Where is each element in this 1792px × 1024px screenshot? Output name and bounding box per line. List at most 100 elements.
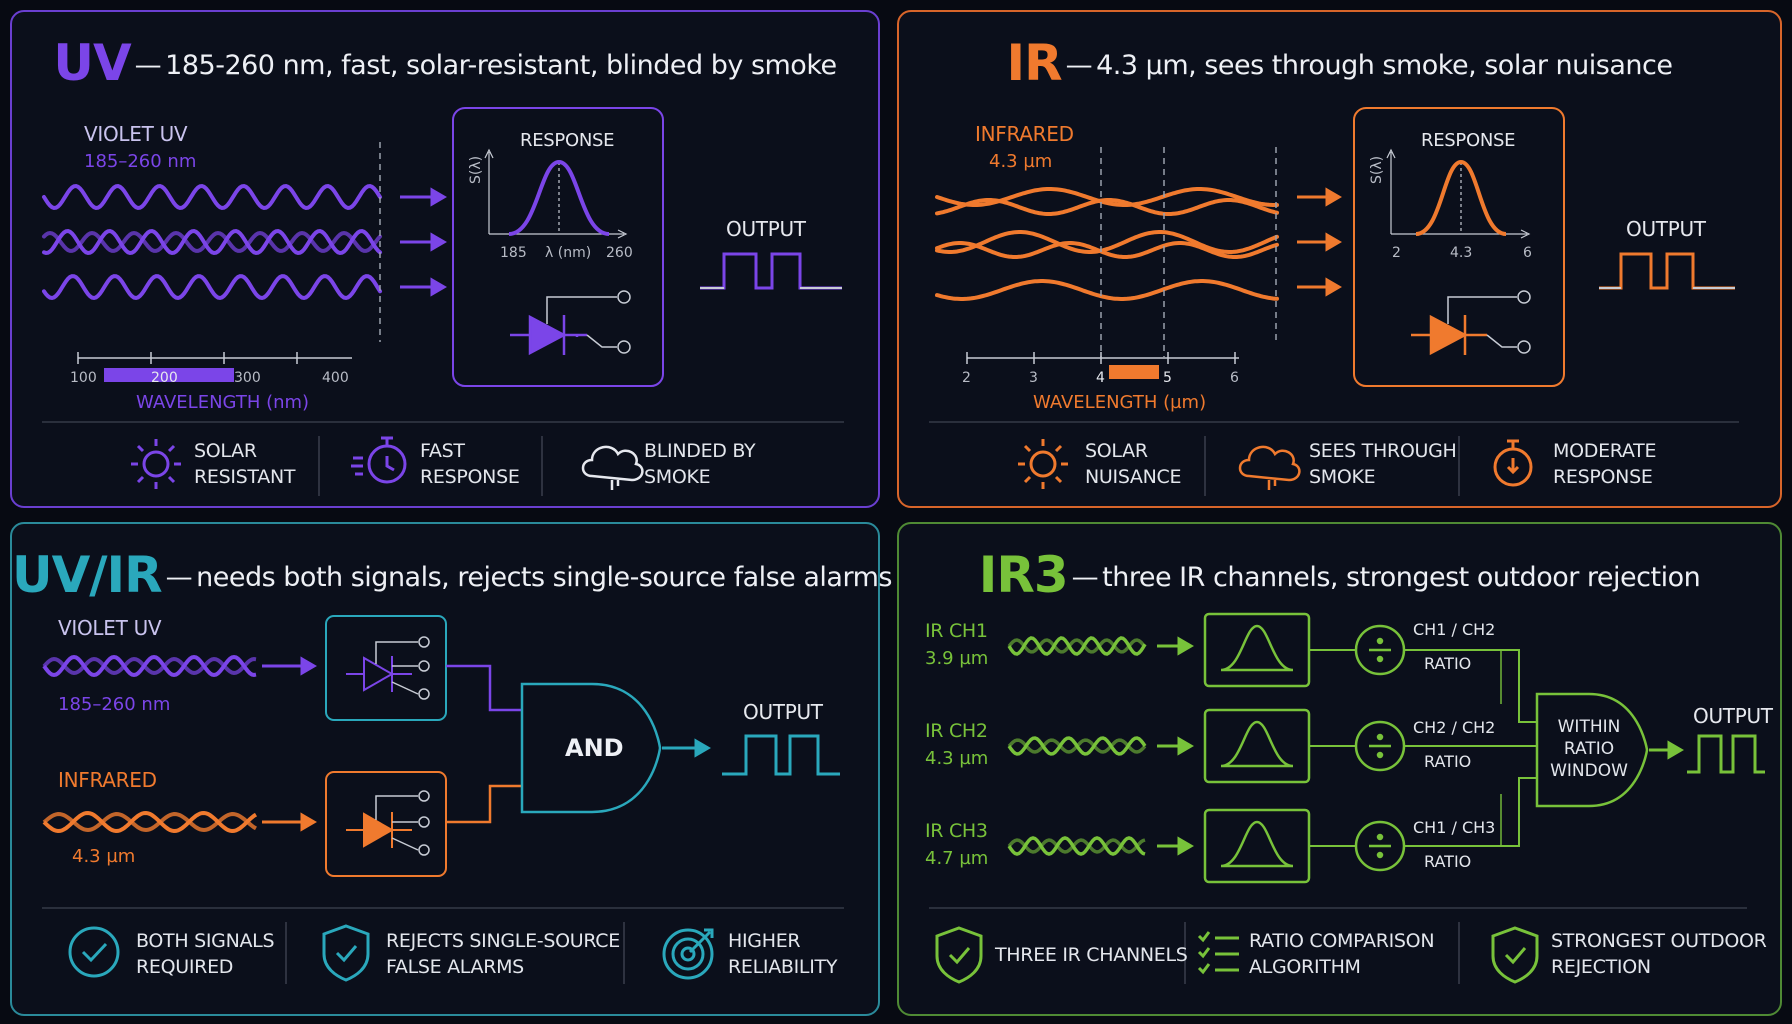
cloud-icon bbox=[581, 445, 644, 490]
ir3-panel: IR3— three IR channels, strongest outdoor… bbox=[897, 522, 1782, 1016]
uvir-ir-detector-box bbox=[325, 771, 447, 877]
uvir-uv-label: VIOLET UV bbox=[58, 616, 162, 640]
ir-panel: IR —4.3 µm, sees through smoke, solar nui… bbox=[897, 10, 1782, 508]
ratio-window-label: WITHIN RATIO WINDOW bbox=[1550, 717, 1628, 781]
ir3-ratio-1-label: RATIO bbox=[1424, 654, 1472, 673]
ir-response-box bbox=[1353, 107, 1565, 387]
uv-response-tick-max: 260 bbox=[606, 245, 633, 261]
ir-spectrum-tick-3: 3 bbox=[1029, 370, 1038, 386]
uv-arrows bbox=[400, 187, 447, 297]
uv-spectrum-tick-400: 400 bbox=[322, 370, 349, 386]
uvir-feature-higher-reliability: HIGHER RELIABILITY bbox=[728, 930, 838, 978]
wave-line bbox=[935, 230, 1279, 254]
ir-spectrum-label: WAVELENGTH (µm) bbox=[1033, 392, 1207, 413]
ir-spectrum-tick-6: 6 bbox=[1230, 370, 1239, 386]
uvir-out-arrow bbox=[662, 738, 711, 758]
wave-line bbox=[935, 241, 1279, 259]
ir-response-axis-y: S(λ) bbox=[1369, 155, 1385, 184]
ir3-ch1-wave bbox=[1007, 636, 1147, 656]
ir-spectrum-tick-5: 5 bbox=[1163, 370, 1172, 386]
uv-output-label: OUTPUT bbox=[726, 217, 806, 241]
shield-check-icon bbox=[935, 926, 983, 984]
wave-line bbox=[1007, 738, 1147, 754]
uv-spectrum-tick-200: 200 bbox=[151, 370, 178, 386]
ir3-output-label: OUTPUT bbox=[1693, 704, 1773, 728]
uv-panel: UV —185-260 nm, fast, solar-resistant, bl… bbox=[10, 10, 880, 508]
uv-feature-solar-resistant: SOLAR RESISTANT bbox=[194, 440, 296, 488]
wave-line bbox=[935, 187, 1279, 207]
ir-feature-moderate-response: MODERATE RESPONSE bbox=[1553, 440, 1657, 488]
uv-source-range: 185–260 nm bbox=[84, 151, 197, 172]
uvir-output-label: OUTPUT bbox=[743, 700, 823, 724]
uvir-diagram bbox=[42, 615, 844, 984]
ir3-output-pulse bbox=[1687, 734, 1765, 774]
uvir-tag: UV/IR bbox=[12, 546, 163, 604]
uv-wave-2b bbox=[42, 230, 382, 253]
ir-spectrum-axis bbox=[966, 352, 1239, 364]
uv-source-label: VIOLET UV bbox=[84, 122, 188, 146]
uvir-ir-waves bbox=[42, 810, 258, 834]
uv-feature-blinded-by-smoke: BLINDED BY SMOKE bbox=[644, 440, 756, 488]
uv-output-pulse bbox=[700, 252, 842, 290]
stopwatch-icon bbox=[1493, 439, 1533, 487]
ir3-ch2-name: IR CH2 bbox=[925, 720, 988, 742]
ir-spectrum-band bbox=[1109, 365, 1159, 379]
ir-arrows bbox=[1297, 187, 1342, 297]
uv-response-curve bbox=[508, 159, 610, 236]
uv-spectrum-band bbox=[104, 368, 234, 382]
ir3-ratio-2: CH2 / CH2 bbox=[1413, 718, 1496, 737]
wave-line bbox=[1007, 838, 1146, 854]
target-icon bbox=[662, 928, 714, 980]
ir3-ch1-name: IR CH1 bbox=[925, 620, 988, 642]
wave-line bbox=[935, 198, 1279, 216]
uv-wave-1 bbox=[42, 183, 382, 211]
ir3-ch3-wave bbox=[1007, 836, 1146, 856]
uvir-uv-wire bbox=[446, 664, 522, 712]
ir3-ch2-wavelength: 4.3 µm bbox=[925, 748, 989, 769]
ir-source-range: 4.3 µm bbox=[989, 151, 1053, 172]
ir3-ratio-2-label: RATIO bbox=[1424, 752, 1472, 771]
uvir-feature-both-signals: BOTH SIGNALS REQUIRED bbox=[136, 930, 275, 978]
wave-line bbox=[42, 656, 257, 676]
wave-line bbox=[42, 810, 258, 834]
and-gate bbox=[520, 682, 662, 814]
ir3-ch3-name: IR CH3 bbox=[925, 820, 988, 842]
uv-feature-fast-response: FAST RESPONSE bbox=[420, 440, 520, 488]
ir3-out-arrow bbox=[1649, 740, 1684, 760]
ir-spectrum-tick-4: 4 bbox=[1096, 370, 1105, 386]
uvir-ir-wire bbox=[446, 784, 522, 824]
ir3-diagram bbox=[929, 612, 1765, 984]
ir-window-dashes bbox=[1100, 147, 1277, 357]
ir-source-label: INFRARED bbox=[975, 122, 1074, 146]
ir3-ratio-wires bbox=[1404, 649, 1537, 847]
uvir-ir-label: INFRARED bbox=[58, 768, 157, 792]
wave-line bbox=[42, 654, 257, 678]
check-circle-icon bbox=[68, 926, 120, 978]
ir-title: IR —4.3 µm, sees through smoke, solar nui… bbox=[1006, 34, 1673, 92]
cloud-icon bbox=[1238, 445, 1301, 490]
uv-response-tick-min: 185 bbox=[500, 245, 527, 261]
uv-title-text: 185-260 nm, fast, solar-resistant, blind… bbox=[165, 50, 837, 81]
uv-response-axis-y: S(λ) bbox=[468, 155, 484, 184]
uv-diagram bbox=[42, 107, 844, 496]
checklist-icon bbox=[1197, 931, 1239, 975]
uv-response-box bbox=[452, 107, 664, 387]
uv-wave-3 bbox=[42, 274, 382, 301]
uvir-ir-range: 4.3 µm bbox=[72, 846, 136, 867]
and-gate-label: AND bbox=[565, 734, 624, 762]
ir-feature-sees-through-smoke: SEES THROUGH SMOKE bbox=[1309, 440, 1457, 488]
ir3-ratio-3-label: RATIO bbox=[1424, 852, 1472, 871]
ir-spectrum-tick-2: 2 bbox=[962, 370, 971, 386]
uv-photodiode bbox=[510, 314, 587, 356]
uv-spectrum-tick-300: 300 bbox=[234, 370, 261, 386]
wave-line bbox=[42, 811, 257, 833]
uvir-ir-arrow bbox=[262, 812, 317, 832]
uv-spectrum-label: WAVELENGTH (nm) bbox=[136, 392, 310, 413]
ir3-feature-strongest-outdoor: STRONGEST OUTDOOR REJECTION bbox=[1551, 930, 1767, 978]
ir-output-pulse bbox=[1599, 252, 1735, 290]
uv-spectrum-tick-100: 100 bbox=[70, 370, 97, 386]
uvir-title-text: needs both signals, rejects single-sourc… bbox=[196, 562, 892, 593]
sun-icon bbox=[1018, 439, 1068, 489]
uv-title: UV —185-260 nm, fast, solar-resistant, bl… bbox=[53, 34, 837, 92]
uvir-uv-range: 185–260 nm bbox=[58, 694, 171, 715]
